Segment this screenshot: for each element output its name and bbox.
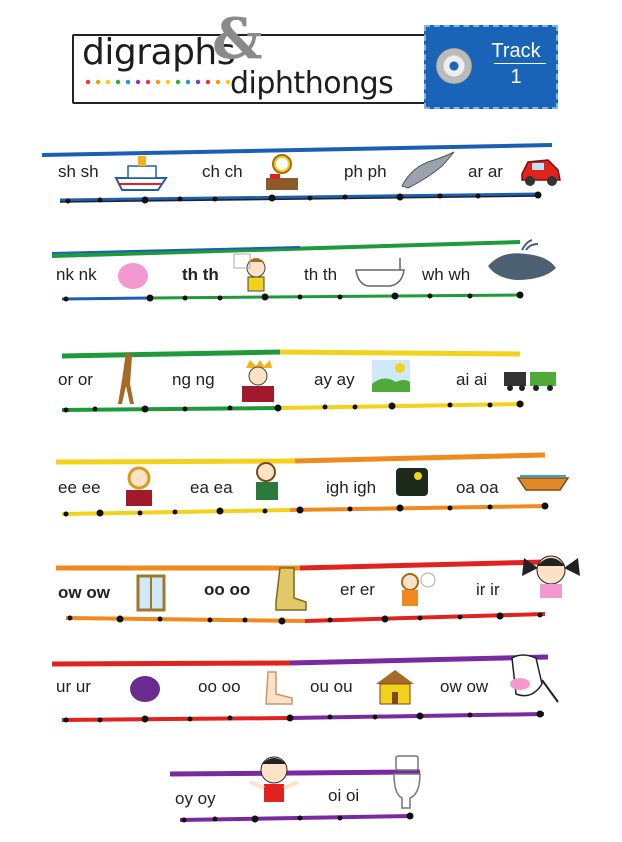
window-picture	[136, 574, 166, 612]
house-picture	[376, 670, 414, 705]
track-number: 1	[510, 66, 522, 88]
clock-desk-picture	[266, 154, 298, 190]
row-5-lines	[56, 559, 546, 625]
phonogram-label: oa oa	[456, 478, 499, 497]
phonogram-label: oo oo	[204, 580, 251, 599]
phonogram-label: er er	[340, 580, 375, 599]
phonogram-label: ph ph	[344, 162, 387, 181]
phonogram-label: th th	[304, 265, 338, 284]
title-frame	[72, 34, 436, 104]
row-3-lines	[61, 349, 525, 413]
phonogram-label: igh igh	[326, 478, 377, 497]
girl-picture	[522, 555, 580, 598]
phonogram-label: oy oy	[175, 789, 216, 808]
boat-picture	[516, 475, 570, 491]
phonogram-label: ay ay	[314, 370, 355, 389]
row-6-lines	[51, 654, 549, 723]
bathtub-picture	[355, 258, 405, 287]
phonogram-label: th th	[182, 265, 219, 284]
phonogram-label: ee ee	[58, 478, 101, 497]
day-picture	[372, 360, 410, 392]
row-1-lines	[41, 143, 553, 204]
phonogram-label: oi oi	[328, 786, 360, 805]
phonogram-label: ng ng	[172, 370, 215, 389]
cow-picture	[510, 654, 559, 703]
track-divider	[494, 63, 546, 64]
toilet-picture	[393, 755, 421, 809]
car-picture	[521, 159, 561, 186]
row-7-lines	[169, 769, 421, 823]
pink-blob-picture	[118, 263, 148, 289]
dolphin-picture	[401, 151, 455, 189]
title-digraphs: digraphs	[82, 32, 236, 73]
phonogram-label: ou ou	[310, 677, 353, 696]
phonogram-label: or or	[58, 370, 93, 389]
row-2-lines	[51, 240, 524, 302]
boot-picture	[275, 567, 307, 611]
title-diphthongs: diphthongs	[230, 66, 394, 101]
queen-picture	[126, 466, 152, 506]
ship-picture	[114, 156, 168, 191]
king-picture	[242, 360, 274, 402]
boy-picture	[249, 756, 299, 802]
flower-girl-picture	[401, 572, 436, 606]
train-picture	[504, 372, 556, 391]
phonogram-label: ow ow	[58, 583, 110, 602]
phonogram-label: nk nk	[56, 265, 97, 284]
whale-picture	[488, 239, 556, 280]
cd-icon	[436, 48, 472, 84]
night-picture	[396, 468, 428, 496]
phonogram-label: ow ow	[440, 677, 489, 696]
thinking-boy-picture	[233, 253, 266, 292]
phonogram-label: oo oo	[198, 677, 241, 696]
horse-picture	[118, 352, 134, 404]
purple-blob-picture	[130, 676, 160, 702]
foot-picture	[265, 671, 293, 705]
phonogram-label: ur ur	[56, 677, 91, 696]
phonogram-label: ea ea	[190, 478, 233, 497]
phonogram-label: ar ar	[468, 162, 503, 181]
row-4-lines	[55, 452, 549, 517]
track-label: Track	[491, 40, 541, 62]
phonogram-label: ch ch	[202, 162, 243, 181]
title-dots	[85, 79, 231, 85]
phonogram-label: ir ir	[476, 580, 500, 599]
phonogram-label: wh wh	[422, 265, 471, 284]
phonogram-label: sh sh	[58, 162, 99, 181]
title-ampersand: &	[212, 6, 263, 72]
phonogram-label: ai ai	[456, 370, 488, 389]
boy-eating-picture	[256, 462, 278, 500]
